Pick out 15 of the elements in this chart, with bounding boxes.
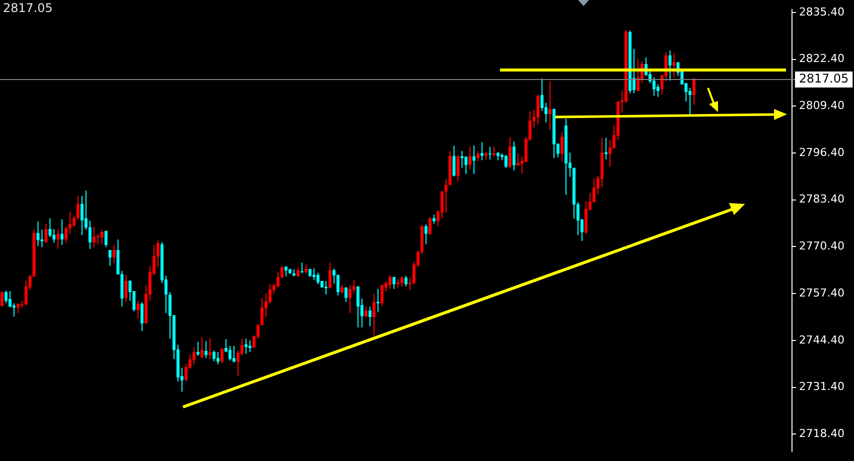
ref-line-label: 2817.05 xyxy=(799,72,849,86)
candlestick xyxy=(96,234,100,244)
y-tick-label: 2757.40 xyxy=(799,286,844,300)
candlestick xyxy=(488,146,492,160)
y-tick-label: 2744.40 xyxy=(799,333,844,346)
y-tick-label: 2731.40 xyxy=(799,380,844,394)
y-tick-label: 2835.40 xyxy=(799,5,844,18)
annotation: 2817.05 xyxy=(3,1,53,16)
y-tick-label: 2809.40 xyxy=(799,99,844,112)
y-tick-label: 2822.40 xyxy=(799,52,844,66)
candlestick xyxy=(376,288,380,312)
y-tick-label: 2718.40 xyxy=(799,426,844,440)
y-tick-label: 2770.40 xyxy=(799,240,844,253)
y-tick-label: 2796.40 xyxy=(799,146,844,159)
y-tick-label: 2783.40 xyxy=(799,192,844,206)
